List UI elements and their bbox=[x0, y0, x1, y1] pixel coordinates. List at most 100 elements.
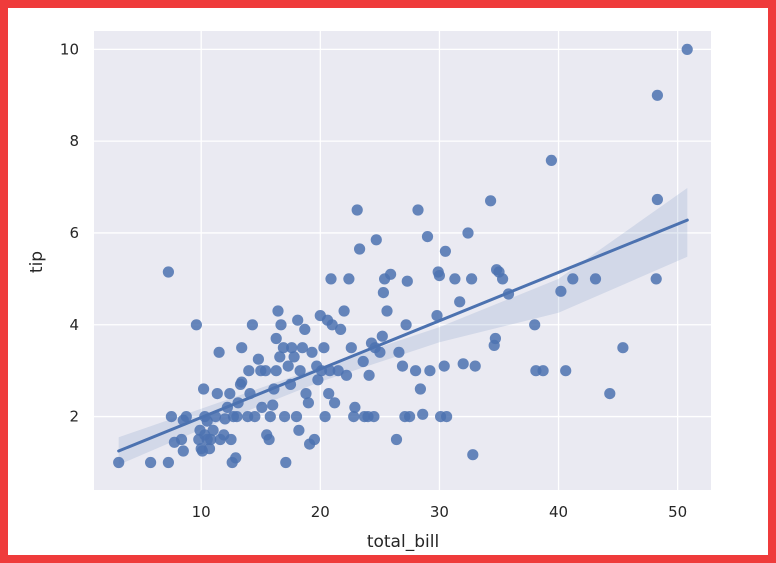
data-point bbox=[617, 342, 629, 354]
data-point bbox=[306, 346, 318, 358]
data-point bbox=[604, 388, 616, 400]
data-point bbox=[325, 273, 337, 285]
data-point bbox=[162, 266, 174, 278]
x-axis-label: total_bill bbox=[367, 532, 439, 552]
y-axis-label: tip bbox=[27, 251, 47, 273]
data-point bbox=[368, 411, 380, 423]
data-point bbox=[412, 204, 424, 216]
data-point bbox=[332, 365, 344, 377]
data-point bbox=[404, 411, 416, 423]
data-point bbox=[280, 456, 292, 469]
data-point bbox=[299, 323, 311, 335]
x-tick-label: 40 bbox=[549, 503, 568, 521]
data-point bbox=[318, 342, 330, 354]
data-point bbox=[272, 305, 284, 317]
data-point bbox=[213, 346, 225, 358]
x-tick-label: 50 bbox=[668, 503, 687, 521]
data-point bbox=[323, 388, 335, 400]
data-point bbox=[421, 231, 434, 243]
data-point bbox=[537, 365, 549, 377]
data-point bbox=[354, 243, 366, 255]
y-tick-labels: 2 4 6 8 10 bbox=[60, 40, 79, 425]
data-point bbox=[374, 346, 386, 358]
data-point bbox=[410, 365, 422, 377]
data-point bbox=[400, 319, 412, 331]
x-tick-label: 10 bbox=[192, 503, 211, 521]
data-point bbox=[335, 323, 347, 335]
data-point bbox=[319, 411, 331, 423]
data-point bbox=[560, 365, 572, 377]
data-point bbox=[438, 360, 450, 372]
data-point bbox=[449, 273, 461, 285]
x-tick-label: 30 bbox=[430, 503, 449, 521]
data-point bbox=[545, 154, 558, 166]
regression-line bbox=[117, 218, 689, 453]
data-point bbox=[417, 408, 429, 420]
data-point bbox=[246, 319, 258, 331]
data-point bbox=[651, 89, 664, 101]
data-point bbox=[292, 314, 304, 326]
data-point bbox=[390, 433, 403, 446]
data-point bbox=[433, 270, 445, 282]
data-point bbox=[469, 360, 481, 372]
data-point bbox=[370, 234, 382, 246]
data-point bbox=[351, 204, 363, 216]
data-point bbox=[431, 310, 443, 322]
data-point bbox=[165, 411, 177, 423]
data-point bbox=[270, 332, 282, 345]
data-point bbox=[288, 351, 300, 363]
data-point bbox=[348, 411, 360, 423]
data-point bbox=[424, 365, 436, 377]
data-point bbox=[277, 342, 289, 354]
data-point bbox=[236, 376, 248, 388]
data-point bbox=[256, 401, 268, 413]
y-tick-label: 6 bbox=[69, 224, 79, 242]
data-point bbox=[454, 296, 466, 308]
data-point bbox=[113, 456, 125, 469]
data-point bbox=[270, 365, 282, 377]
data-point bbox=[302, 397, 314, 409]
data-point bbox=[263, 433, 275, 446]
data-point bbox=[198, 383, 210, 395]
data-point bbox=[467, 449, 479, 461]
data-point bbox=[414, 383, 426, 395]
data-point bbox=[555, 285, 567, 297]
data-point bbox=[485, 195, 497, 207]
data-point bbox=[225, 433, 237, 446]
data-point bbox=[211, 388, 223, 400]
data-point bbox=[243, 365, 255, 377]
data-point bbox=[286, 342, 298, 354]
data-point bbox=[207, 424, 219, 436]
data-point bbox=[497, 273, 509, 285]
data-point bbox=[326, 319, 338, 331]
data-point bbox=[343, 273, 355, 285]
data-point bbox=[357, 355, 369, 368]
data-point bbox=[300, 388, 312, 400]
data-point bbox=[264, 411, 276, 423]
data-point bbox=[466, 273, 478, 285]
data-point bbox=[230, 452, 242, 464]
data-point bbox=[274, 351, 286, 363]
data-point bbox=[290, 411, 303, 423]
data-point bbox=[231, 411, 243, 423]
data-point bbox=[396, 360, 409, 372]
y-tick-label: 2 bbox=[69, 408, 79, 426]
data-point bbox=[439, 245, 451, 257]
data-point bbox=[279, 411, 291, 423]
data-point bbox=[377, 287, 389, 299]
regression-line-group bbox=[117, 218, 689, 453]
data-point bbox=[589, 273, 602, 285]
data-point bbox=[489, 332, 501, 345]
data-point bbox=[267, 399, 279, 411]
data-point bbox=[175, 433, 188, 446]
data-point bbox=[462, 227, 474, 239]
y-tick-label: 8 bbox=[69, 132, 79, 150]
data-point bbox=[236, 342, 248, 354]
data-point bbox=[385, 268, 397, 280]
data-point bbox=[308, 433, 320, 446]
data-point bbox=[457, 358, 469, 370]
data-point bbox=[252, 353, 264, 365]
data-point bbox=[349, 401, 361, 413]
data-point bbox=[401, 275, 413, 287]
